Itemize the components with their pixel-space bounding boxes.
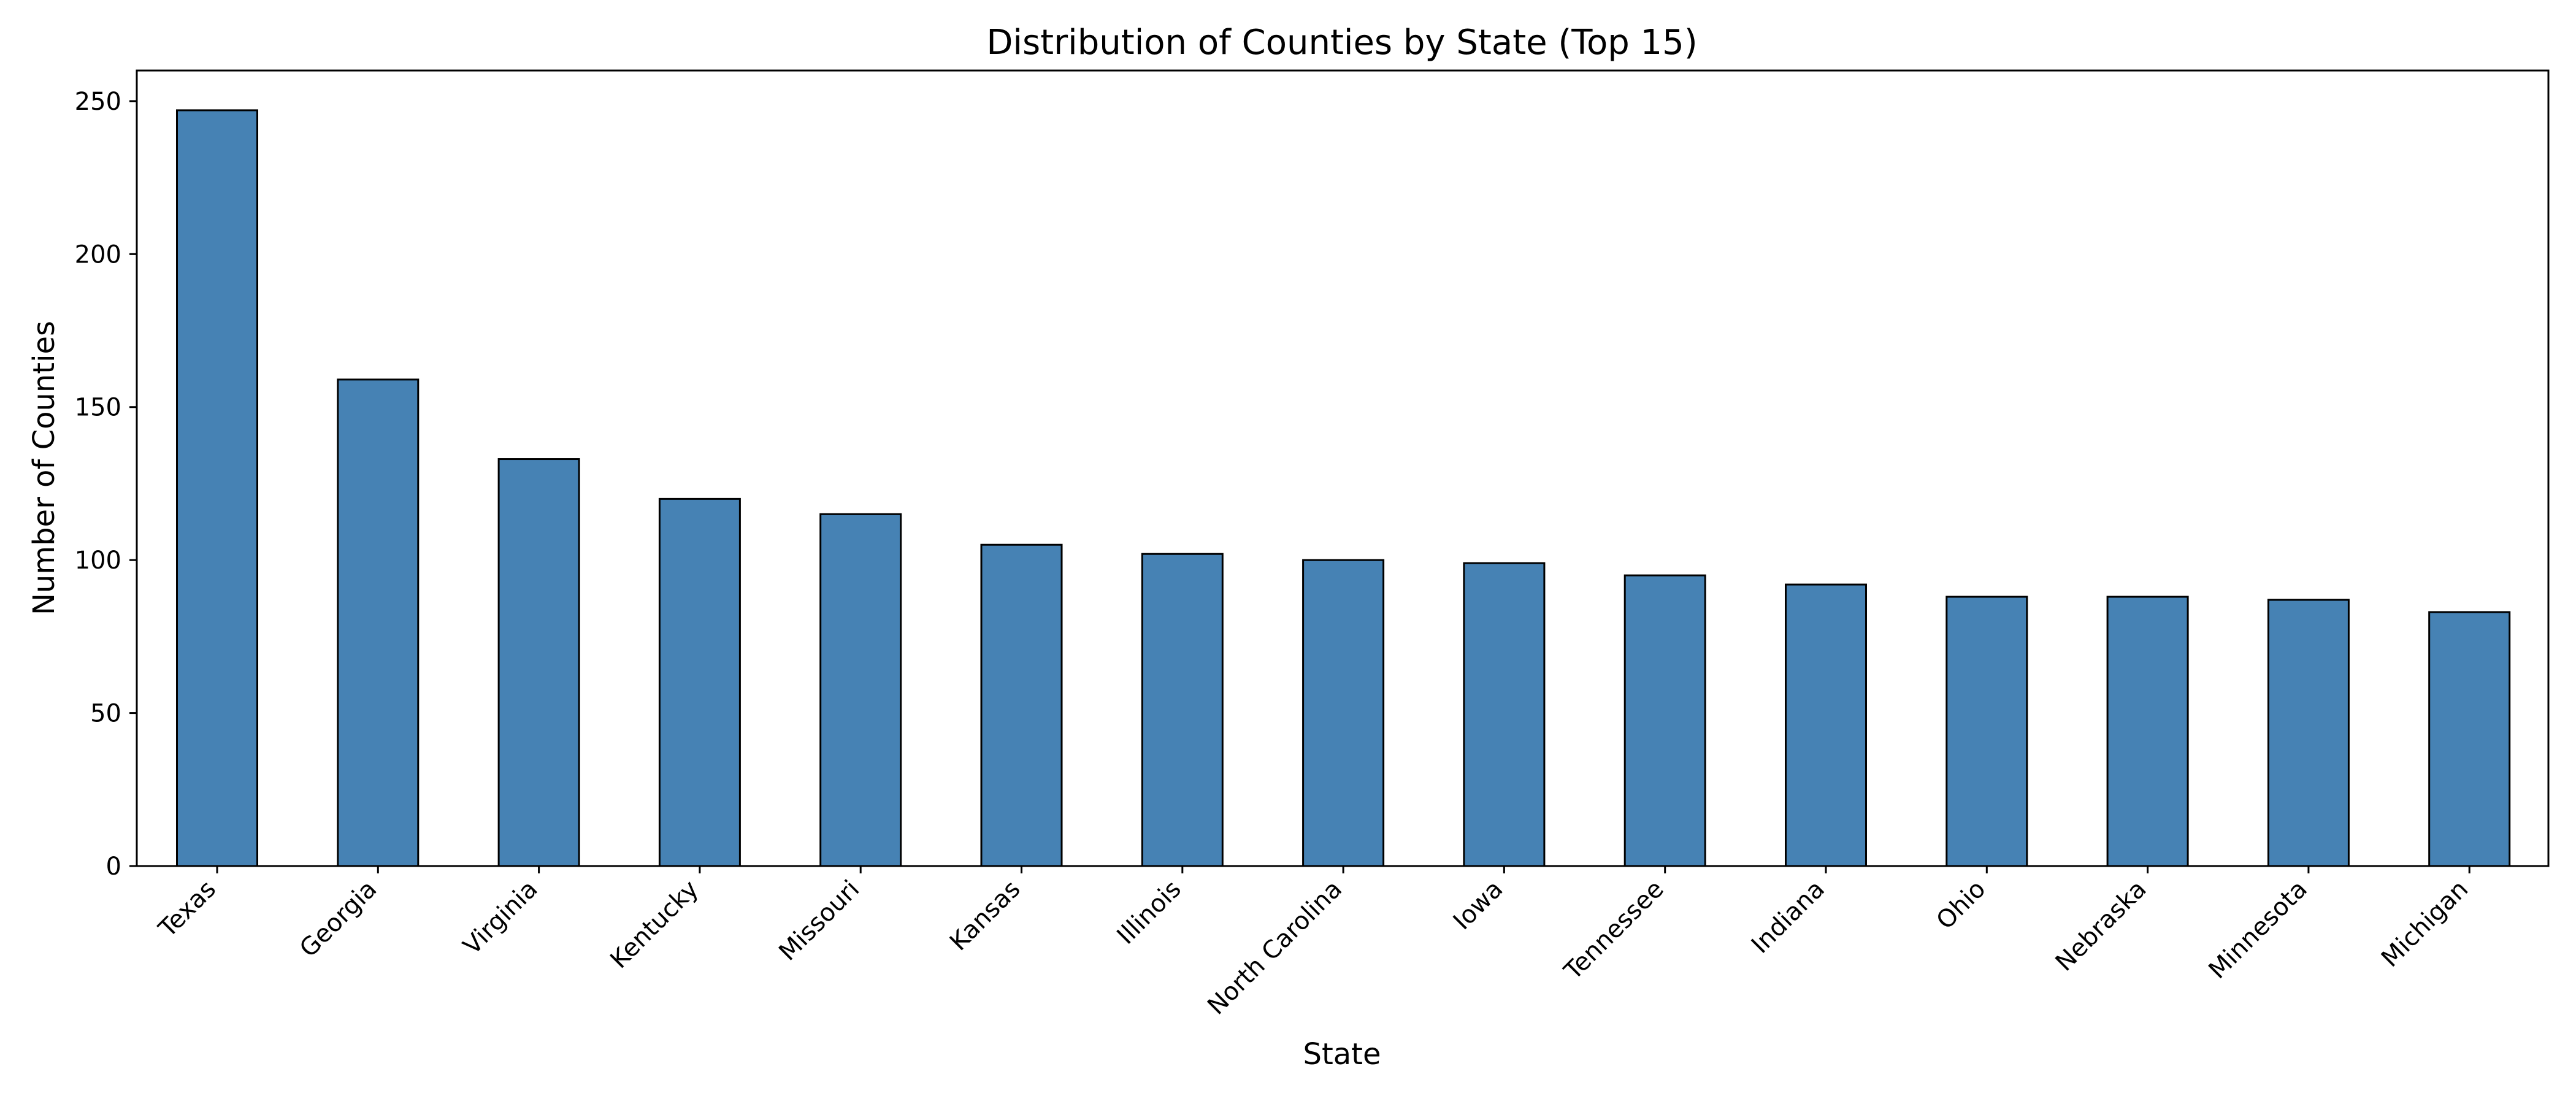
- x-tick-label: Indiana: [1746, 875, 1830, 959]
- x-tick-label: Illinois: [1112, 875, 1187, 950]
- bar-texas: [176, 109, 258, 867]
- bar-indiana: [1785, 583, 1867, 867]
- x-tick-label: Virginia: [458, 875, 543, 960]
- x-tick-label: Georgia: [294, 875, 382, 963]
- bar-georgia: [337, 378, 420, 867]
- x-tick-label: Nebraska: [2050, 875, 2152, 977]
- x-tick-label: Iowa: [1448, 875, 1509, 936]
- x-tick-label: Minnesota: [2203, 875, 2313, 985]
- plot-area-frame: [136, 69, 2550, 867]
- x-axis-ticks: Texas Georgia Virginia Kentucky Missouri Kans…: [153, 866, 2474, 1021]
- y-tick-label: 50: [90, 700, 121, 728]
- x-tick-label: Ohio: [1931, 875, 1991, 935]
- bar-nebraska: [2106, 596, 2189, 867]
- x-tick-label: North Carolina: [1202, 875, 1347, 1021]
- bar-missouri: [819, 513, 902, 867]
- x-tick-label: Michigan: [2376, 875, 2474, 973]
- bar-illinois: [1141, 553, 1224, 867]
- bar-kansas: [980, 543, 1063, 867]
- y-axis-ticks: 0 50 100 150 200 250: [75, 88, 137, 881]
- x-axis-title: State: [1303, 1037, 1381, 1071]
- y-tick-label: 0: [106, 853, 121, 881]
- x-tick-label: Texas: [153, 875, 221, 943]
- bar-virginia: [497, 458, 580, 867]
- bar-ohio: [1945, 596, 2028, 867]
- y-tick-label: 200: [75, 240, 121, 269]
- y-tick-label: 250: [75, 88, 121, 116]
- bar-minnesota: [2267, 599, 2350, 867]
- y-tick-label: 150: [75, 394, 121, 422]
- bar-iowa: [1463, 562, 1546, 867]
- bar-tennessee: [1623, 574, 1706, 867]
- x-tick-label: Kentucky: [605, 875, 704, 975]
- bar-kentucky: [658, 497, 741, 867]
- bar-north-carolina: [1302, 559, 1385, 867]
- y-tick-label: 100: [75, 546, 121, 575]
- x-tick-label: Missouri: [773, 875, 865, 967]
- bar-michigan: [2428, 611, 2511, 867]
- x-tick-label: Tennessee: [1558, 875, 1669, 986]
- chart-title: Distribution of Counties by State (Top 1…: [986, 23, 1697, 63]
- x-tick-label: Kansas: [945, 875, 1026, 957]
- bars: [176, 109, 2511, 867]
- y-axis-title: Number of Counties: [27, 321, 61, 615]
